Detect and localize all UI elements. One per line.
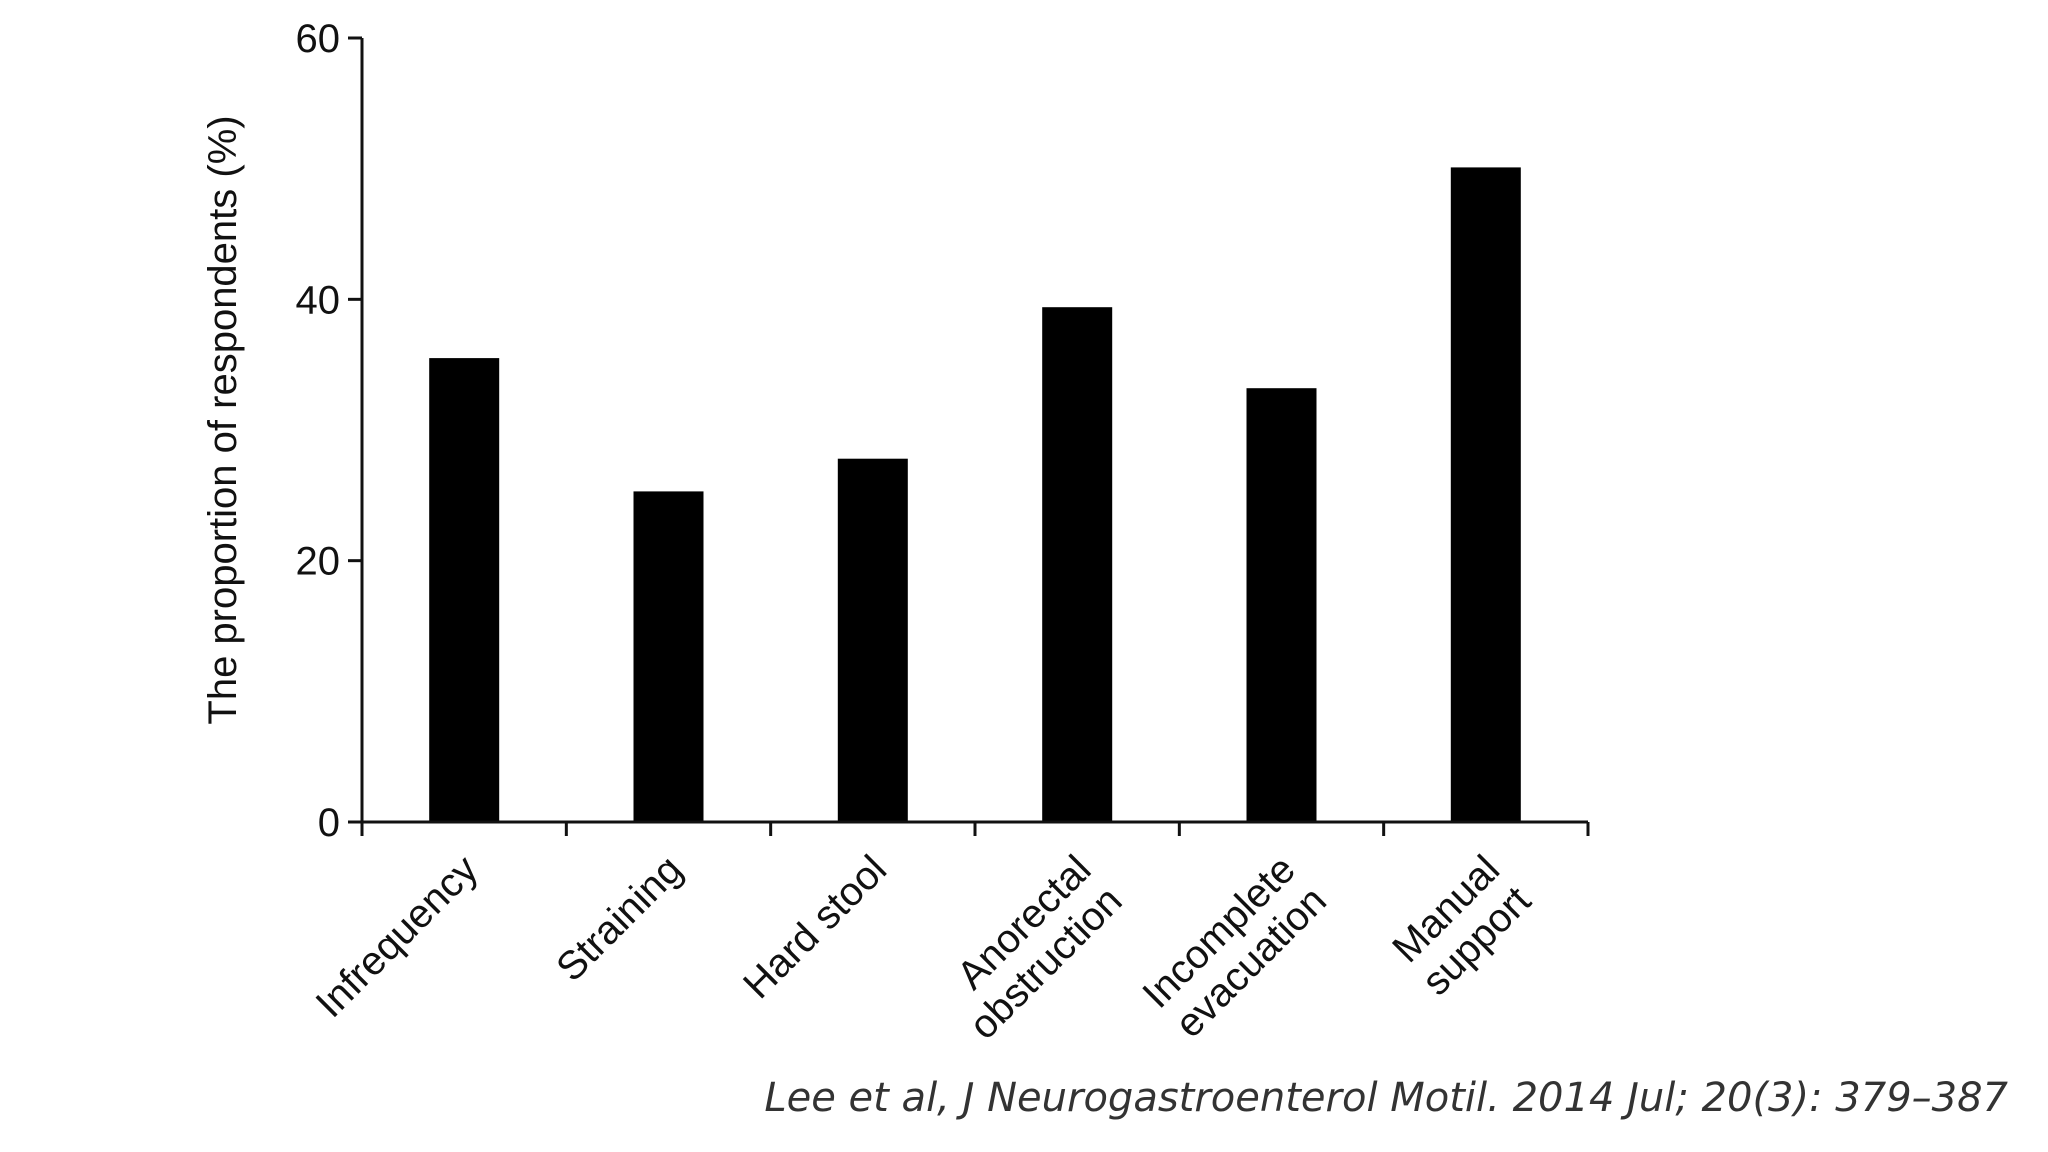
- bar-2: [837, 458, 908, 822]
- y-axis-label: The proportion of respondents (%): [201, 115, 245, 724]
- y-tick-label-2: 40: [296, 278, 341, 322]
- x-tick-label-0: Infrequency: [308, 847, 487, 1026]
- y-ticks-group: 0 20 40 60: [296, 17, 362, 845]
- y-tick-label-3: 60: [296, 17, 341, 61]
- bar-3: [1042, 307, 1113, 822]
- y-tick-label-1: 20: [296, 540, 341, 584]
- x-tick-label-5: Manualsupport: [1383, 847, 1540, 1004]
- citation-text: Lee et al, J Neurogastroenterol Motil. 2…: [764, 1075, 2008, 1121]
- y-tick-label-0: 0: [318, 801, 340, 845]
- bar-4: [1246, 388, 1317, 822]
- x-tick-label-1: Straining: [548, 847, 691, 990]
- x-ticks-group: Infrequency Straining Hard stool Anorectalo…: [308, 822, 1590, 1048]
- bar-0: [429, 358, 500, 822]
- bar-1: [633, 491, 704, 822]
- bar-5: [1450, 167, 1521, 822]
- axes-group: [360, 38, 1588, 824]
- x-tick-label-4: Incompleteevacuation: [1134, 847, 1335, 1048]
- x-tick-label-3: Anorectalobstruction: [930, 847, 1131, 1048]
- bars-group: [429, 167, 1521, 822]
- x-tick-label-2: Hard stool: [735, 847, 895, 1007]
